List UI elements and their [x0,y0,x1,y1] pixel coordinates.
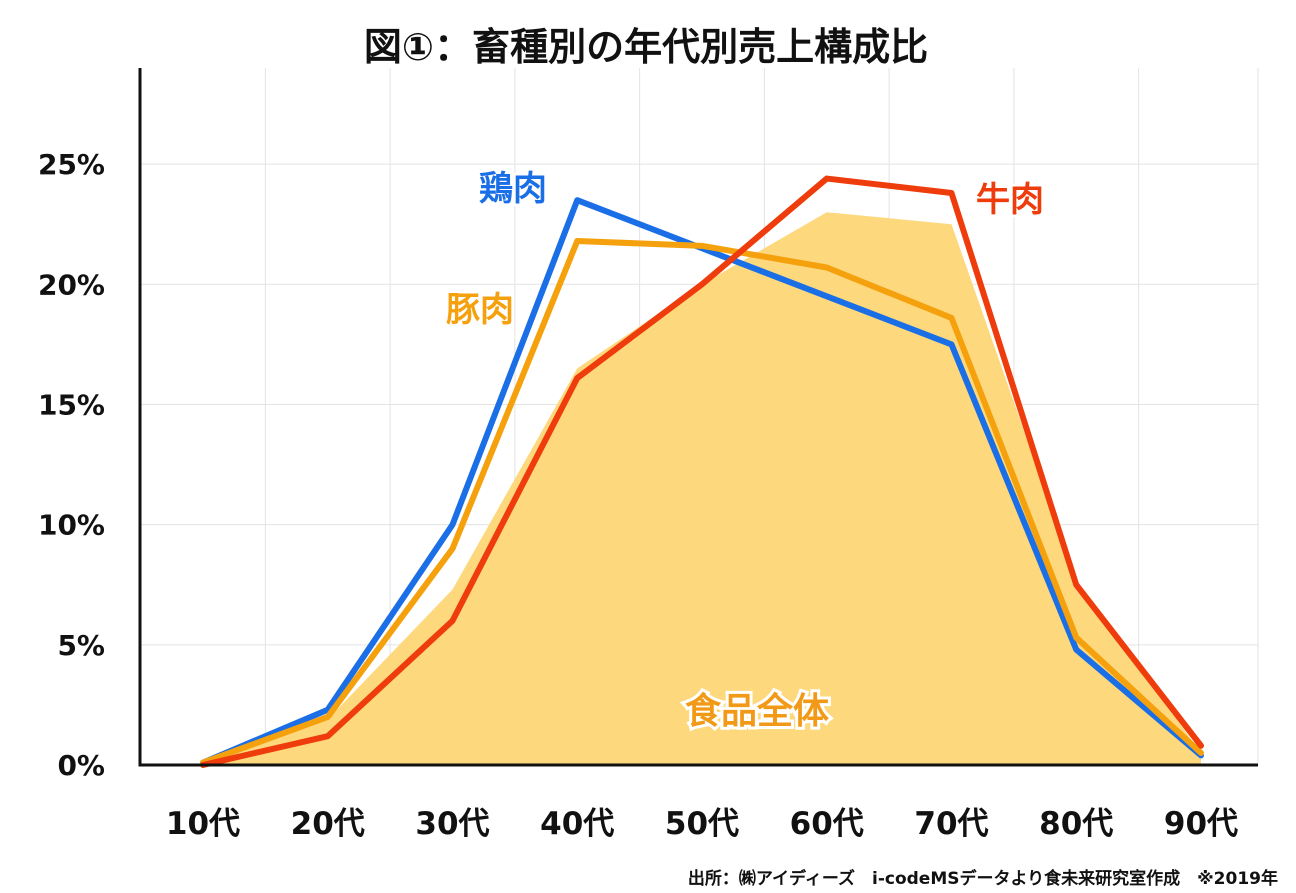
x-tick-label: 10代 [166,806,240,842]
y-tick-label: 20% [38,268,105,301]
y-tick-label: 10% [38,509,105,542]
label-鶏肉: 鶏肉 [479,169,547,209]
x-tick-label: 50代 [665,806,739,842]
line-牛肉 [200,175,1204,768]
label-豚肉: 豚肉 [446,290,514,330]
x-tick-label: 80代 [1039,806,1113,842]
x-tick-label: 40代 [540,806,614,842]
y-tick-labels: 0% 5% 10% 15% 20% 25% [38,148,105,782]
series-lines [200,175,1204,768]
y-tick-label: 15% [38,388,105,421]
y-tick-label: 25% [38,148,105,181]
x-tick-label: 30代 [415,806,489,842]
axes [138,68,1258,767]
x-tick-label: 60代 [790,806,864,842]
x-tick-label: 70代 [914,806,988,842]
source-note: 出所：㈱アイディーズ i-codeMSデータより食未来研究室作成 ※2019年 [688,868,1278,889]
line-豚肉 [200,238,1204,766]
x-tick-label: 20代 [291,806,365,842]
y-tick-label: 0% [57,749,105,782]
y-tick-label: 5% [57,629,105,662]
label-食品全体: 食品全体 [685,690,829,732]
label-牛肉: 牛肉 [976,180,1044,220]
chart-title: 図①：畜種別の年代別売上構成比 [364,25,928,69]
x-tick-label: 90代 [1164,806,1238,842]
x-tick-labels: 10代 20代 30代 40代 50代 60代 70代 80代 90代 [166,806,1238,842]
